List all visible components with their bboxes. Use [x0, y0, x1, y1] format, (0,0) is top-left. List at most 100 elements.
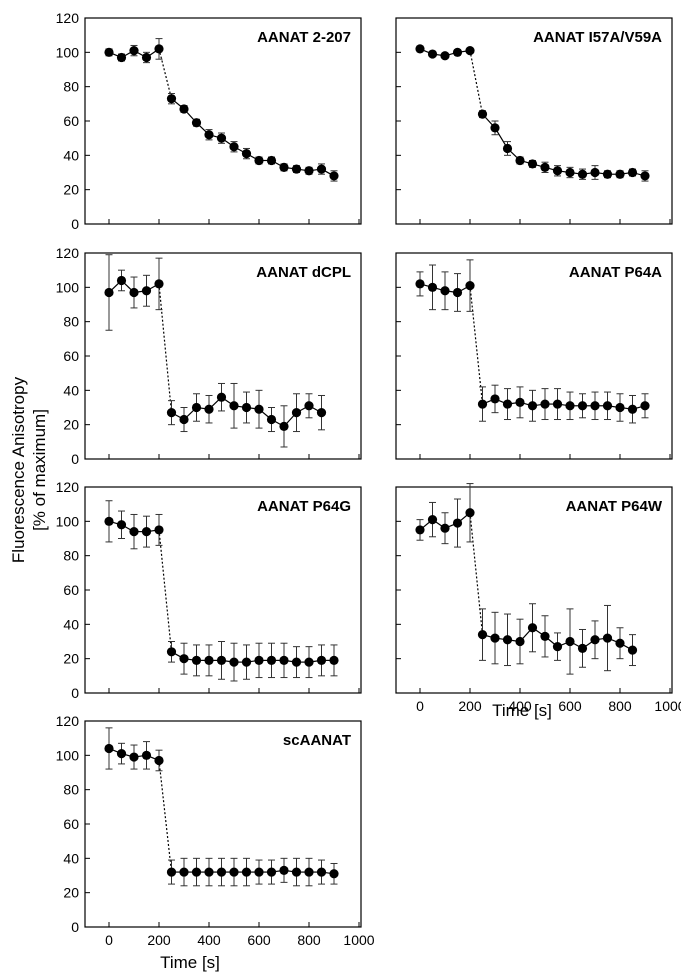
transition-line: [158, 760, 173, 873]
data-point: [490, 123, 500, 133]
y-tick-label: 100: [56, 513, 80, 529]
data-point: [266, 155, 277, 166]
panels: 0 20 40 60 80 100 120 AANAT 2-207 AANAT I57A/V59…: [56, 10, 681, 948]
data-point: [179, 654, 189, 664]
x-tick-label: 600: [558, 698, 582, 714]
data-point: [154, 44, 164, 54]
chart-panel: 0 20 40 60 80 100 120 AANAT P64G: [56, 479, 362, 701]
data-point: [602, 633, 613, 643]
data-point: [254, 404, 264, 414]
data-point: [179, 414, 189, 425]
x-tick-label: 400: [508, 698, 532, 714]
data-point: [427, 49, 438, 59]
data-point: [565, 167, 575, 178]
data-point: [577, 401, 588, 411]
data-point: [216, 133, 227, 143]
data-point: [254, 155, 264, 166]
plot-frame: [84, 17, 362, 225]
data-point: [427, 515, 438, 525]
y-tick-label: 60: [63, 113, 79, 129]
panel-title: AANAT dCPL: [256, 264, 351, 281]
data-point: [552, 642, 563, 652]
data-point: [316, 408, 327, 418]
y-tick-label: 40: [63, 382, 79, 398]
data-point: [216, 655, 227, 665]
data-point: [590, 401, 600, 411]
x-tick-label: 400: [197, 932, 221, 948]
data-point: [291, 408, 302, 418]
data-point: [229, 142, 239, 152]
panel-title: AANAT P64W: [566, 498, 663, 515]
data-point: [590, 635, 600, 645]
x-tick-label: 0: [416, 698, 424, 714]
data-point: [615, 402, 625, 413]
transition-line: [158, 283, 173, 413]
data-point: [229, 867, 239, 877]
data-point: [166, 94, 177, 104]
transition-line: [469, 285, 484, 405]
chart-panel: 0 20 40 60 80 100 120 AANAT dCPL: [56, 245, 362, 467]
data-point: [116, 275, 127, 286]
data-point: [104, 743, 114, 754]
data-point: [465, 508, 475, 518]
data-point: [291, 164, 302, 174]
data-point: [279, 162, 289, 172]
y-axis-label-line2: [% of maximum]: [30, 409, 49, 531]
data-point: [627, 645, 638, 655]
data-point: [304, 657, 314, 667]
data-point: [266, 867, 277, 877]
transition-line: [158, 529, 173, 652]
data-point: [515, 397, 525, 407]
data-point: [527, 159, 538, 169]
y-tick-label: 80: [63, 548, 79, 564]
plot-frame: [84, 252, 362, 460]
data-point: [640, 401, 650, 411]
data-point: [216, 867, 227, 877]
data-point: [241, 149, 252, 159]
data-point: [577, 643, 588, 653]
data-point: [627, 404, 638, 414]
data-point: [527, 623, 538, 633]
data-point: [204, 655, 214, 665]
data-point: [316, 655, 327, 665]
data-point: [254, 867, 264, 877]
data-point: [129, 527, 139, 537]
data-point: [465, 281, 475, 291]
data-point: [116, 520, 127, 530]
data-point: [154, 279, 164, 289]
data-point: [129, 46, 139, 56]
y-tick-label: 120: [56, 479, 80, 495]
data-point: [316, 867, 327, 877]
y-tick-label: 0: [71, 216, 79, 232]
y-tick-label: 20: [63, 417, 79, 433]
data-point: [602, 169, 613, 179]
y-tick-label: 100: [56, 747, 80, 763]
data-point: [304, 401, 314, 411]
data-point: [552, 166, 563, 176]
panel-title: AANAT P64G: [257, 498, 351, 515]
data-point: [129, 287, 139, 298]
x-axis-label-left: Time [s]: [160, 953, 220, 972]
y-tick-label: 40: [63, 616, 79, 632]
data-point: [191, 867, 202, 877]
data-point: [266, 414, 277, 425]
transition-line: [469, 512, 484, 635]
data-point: [216, 392, 227, 402]
data-point: [304, 166, 314, 176]
data-point: [241, 867, 252, 877]
x-tick-label: 0: [105, 932, 113, 948]
data-point: [615, 169, 625, 179]
data-point: [590, 167, 600, 178]
data-point: [627, 167, 638, 178]
data-point: [452, 47, 463, 57]
data-point: [477, 630, 488, 640]
y-tick-label: 80: [63, 782, 79, 798]
data-point: [477, 399, 488, 409]
data-point: [415, 525, 425, 535]
data-point: [166, 647, 177, 657]
data-point: [191, 402, 202, 413]
transition-line: [158, 48, 173, 99]
data-point: [141, 527, 152, 537]
plot-frame: [395, 486, 673, 694]
